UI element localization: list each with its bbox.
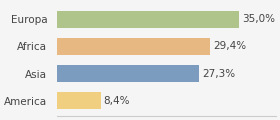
Bar — [57, 11, 239, 28]
Text: 27,3%: 27,3% — [202, 69, 235, 79]
Text: 8,4%: 8,4% — [103, 96, 130, 106]
Bar — [57, 65, 199, 82]
Bar — [57, 92, 101, 109]
Text: 35,0%: 35,0% — [242, 14, 275, 24]
Text: 29,4%: 29,4% — [213, 41, 246, 51]
Bar — [57, 38, 210, 55]
